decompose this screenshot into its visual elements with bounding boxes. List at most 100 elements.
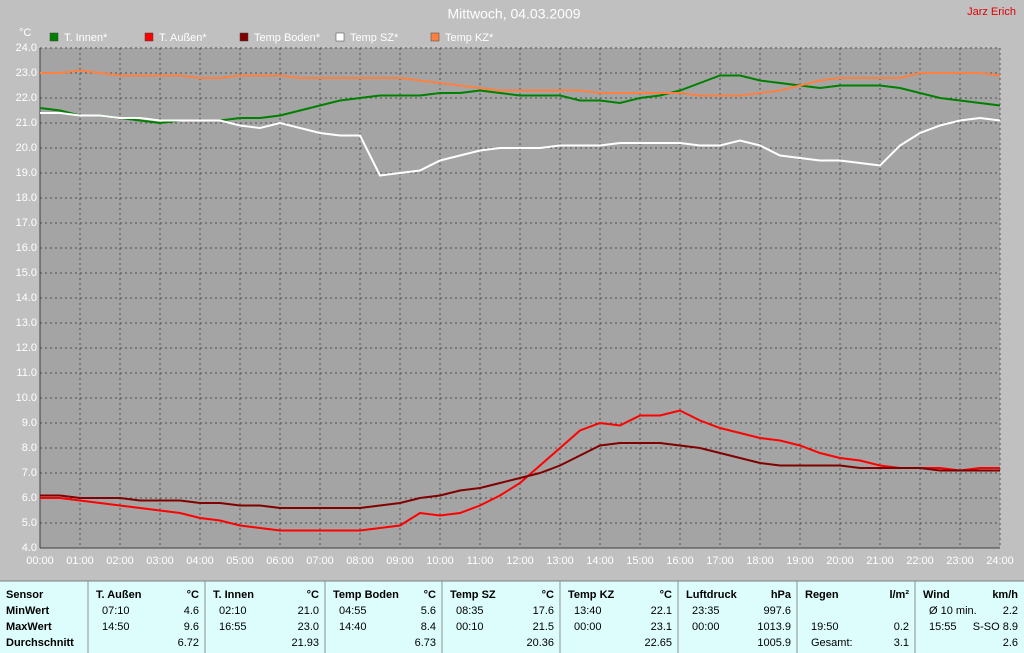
x-tick-label: 24:00 (986, 555, 1014, 567)
cell-time: Ø 10 min. (929, 605, 977, 617)
x-tick-label: 16:00 (666, 555, 694, 567)
y-tick-label: 8.0 (22, 442, 37, 454)
x-tick-label: 23:00 (946, 555, 974, 567)
cell-value: 2.2 (1003, 605, 1018, 617)
y-tick-label: 20.0 (16, 142, 37, 154)
row-label: MaxWert (6, 621, 52, 633)
y-tick-label: 14.0 (16, 292, 37, 304)
y-tick-label: 16.0 (16, 242, 37, 254)
y-tick-label: 21.0 (16, 117, 37, 129)
column-header: Luftdruck (686, 589, 738, 601)
cell-value: 997.6 (763, 605, 791, 617)
cell-time: 00:00 (692, 621, 720, 633)
x-tick-label: 21:00 (866, 555, 894, 567)
x-tick-label: 15:00 (626, 555, 654, 567)
cell-time: 14:40 (339, 621, 367, 633)
column-unit: °C (187, 589, 199, 601)
author: Jarz Erich (967, 6, 1016, 18)
cell-time: 15:55 (929, 621, 957, 633)
y-tick-label: 24.0 (16, 42, 37, 54)
y-tick-label: 22.0 (16, 92, 37, 104)
series-line (40, 442, 1000, 509)
y-tick-label: 6.0 (22, 492, 37, 504)
x-tick-label: 11:00 (467, 555, 494, 567)
cell-time: 02:10 (219, 605, 247, 617)
column-unit: °C (660, 589, 672, 601)
cell-value: 21.5 (533, 621, 554, 633)
series-line (40, 112, 1001, 177)
y-tick-label: 17.0 (16, 217, 37, 229)
cell-time: 00:00 (574, 621, 602, 633)
cell-value: 21.93 (291, 637, 319, 649)
x-tick-label: 09:00 (386, 555, 414, 567)
legend-label: Temp KZ* (445, 32, 494, 44)
cell-value: 6.72 (178, 637, 199, 649)
series-line (40, 69, 1001, 97)
x-tick-label: 17:00 (706, 555, 734, 567)
cell-time: 16:55 (219, 621, 247, 633)
y-tick-label: 7.0 (22, 467, 37, 479)
cell-time: Gesamt: (811, 637, 853, 649)
cell-value: 17.6 (533, 605, 554, 617)
legend-swatch (49, 32, 59, 42)
x-tick-label: 07:00 (306, 555, 334, 567)
table-background (0, 581, 1024, 653)
y-tick-label: 11.0 (16, 367, 37, 379)
x-tick-label: 03:00 (146, 555, 174, 567)
cell-value: 22.1 (651, 605, 672, 617)
x-tick-label: 13:00 (546, 555, 574, 567)
y-tick-label: 9.0 (22, 417, 37, 429)
cell-value: 23.1 (651, 621, 672, 633)
chart-title: Mittwoch, 04.03.2009 (447, 6, 580, 22)
y-tick-label: 13.0 (16, 317, 37, 329)
legend-swatch (430, 32, 440, 42)
column-header: Temp Boden (333, 589, 399, 601)
cell-value: 1005.9 (757, 637, 791, 649)
legend-swatch (144, 32, 154, 42)
x-tick-label: 19:00 (786, 555, 814, 567)
cell-value: 6.73 (415, 637, 436, 649)
y-tick-label: 10.0 (16, 392, 37, 404)
y-tick-label: 19.0 (16, 167, 37, 179)
legend-label: T. Innen* (64, 32, 108, 44)
y-tick-label: 5.0 (22, 517, 37, 529)
y-axis-label: °C (19, 27, 31, 39)
cell-time: 07:10 (102, 605, 130, 617)
column-header: Wind (923, 589, 950, 601)
column-header: Temp KZ (568, 589, 615, 601)
legend-label: Temp SZ* (350, 32, 399, 44)
cell-time: 19:50 (811, 621, 839, 633)
cell-value: 21.0 (298, 605, 319, 617)
x-tick-label: 06:00 (266, 555, 294, 567)
column-unit: °C (424, 589, 436, 601)
x-tick-label: 18:00 (746, 555, 774, 567)
row-label: Durchschnitt (6, 637, 74, 649)
cell-value: 23.0 (298, 621, 319, 633)
x-tick-label: 01:00 (66, 555, 94, 567)
column-unit: km/h (992, 589, 1018, 601)
cell-value: 1013.9 (757, 621, 791, 633)
cell-value: 22.65 (644, 637, 672, 649)
x-tick-label: 22:00 (906, 555, 934, 567)
column-unit: hPa (771, 589, 792, 601)
cell-value: 0.2 (894, 621, 909, 633)
y-tick-label: 12.0 (16, 342, 37, 354)
x-tick-label: 12:00 (506, 555, 534, 567)
cell-value: 3.1 (894, 637, 909, 649)
cell-value: 20.36 (526, 637, 554, 649)
column-header: Temp SZ (450, 589, 496, 601)
legend-swatch (239, 32, 249, 42)
cell-time: 13:40 (574, 605, 602, 617)
x-tick-label: 02:00 (106, 555, 134, 567)
column-header: T. Außen (96, 589, 142, 601)
x-tick-label: 05:00 (226, 555, 254, 567)
x-tick-label: 20:00 (826, 555, 854, 567)
cell-value: 8.4 (421, 621, 436, 633)
x-tick-label: 14:00 (586, 555, 614, 567)
column-unit: °C (307, 589, 319, 601)
cell-value: S-SO 8.9 (973, 621, 1018, 633)
column-unit: °C (542, 589, 554, 601)
row-label: Sensor (6, 589, 44, 601)
